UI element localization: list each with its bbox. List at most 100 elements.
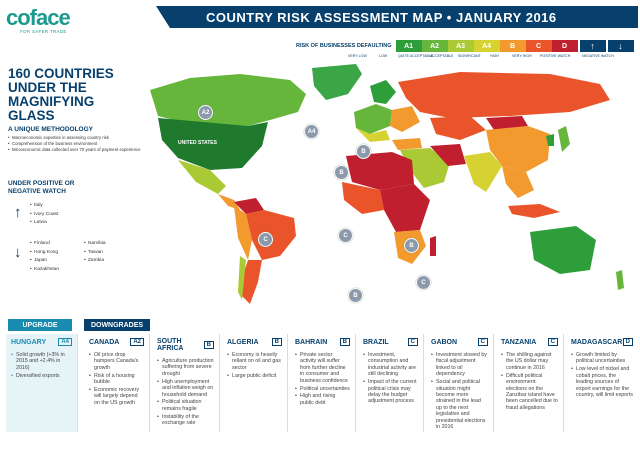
world-risk-map: UNITED STATES [150, 64, 624, 304]
russia-region [398, 72, 610, 118]
legend-label: RISK OF BUSINESSES DEFAULTING [296, 43, 392, 49]
chile-region [238, 256, 246, 300]
panel-point: The shilling against the US dollar may c… [501, 352, 558, 371]
panel-country-name: HUNGARY [11, 338, 47, 346]
panel-point: Agriculture production suffering from se… [157, 358, 214, 377]
panel-country-name: MADAGASCAR [571, 338, 623, 346]
panel-rating: A4 [58, 338, 72, 346]
title-bar: COUNTRY RISK ASSESSMENT MAP • JANUARY 20… [156, 6, 638, 28]
gabon-panel: GABON C Investment slowed by fiscal adjus… [426, 334, 494, 432]
brand-name: coface [6, 5, 71, 30]
central-asia-region [430, 116, 486, 140]
panel-point: Diversified exports [11, 373, 72, 380]
brazil-panel: BRAZIL C Investment, consumption and indu… [358, 334, 424, 432]
western-europe-region [354, 104, 392, 134]
page-title: COUNTRY RISK ASSESSMENT MAP • JANUARY 20… [206, 10, 557, 25]
andes-region [234, 206, 252, 260]
watch-item: Japan [30, 257, 59, 266]
watch-item: Ivory Coast [30, 211, 58, 220]
panel-point: Risk of a housing bubble [89, 373, 144, 386]
negative-watch-icon: ↓ [607, 40, 634, 52]
legend-a2: A2 [421, 40, 448, 52]
central-america-region [218, 194, 240, 210]
madagascar-badge: C [416, 275, 431, 290]
panel-point: Private sector activity will suffer from… [295, 352, 350, 384]
panel-country-name: ALGERIA [227, 338, 259, 346]
brand-tagline: FOR SAFER TRADE [20, 29, 67, 34]
north-africa-region [346, 152, 414, 190]
panel-point: Political uncertainties [295, 386, 350, 393]
bahrain-badge: B [356, 144, 371, 159]
korea-region [546, 134, 554, 146]
legend-desc-a4: ACCEPTABLE [430, 54, 454, 58]
china-region [486, 126, 550, 172]
positive-watch-list: Italy Ivory Coast Latvia [30, 202, 58, 228]
greenland-region [312, 64, 362, 100]
risk-legend: RISK OF BUSINESSES DEFAULTING A1 A2 A3 A… [296, 39, 634, 53]
gabon-badge: C [338, 228, 353, 243]
headline: 160 COUNTRIES UNDER THE MAGNIFYING GLASS [8, 66, 114, 123]
legend-desc-a2: LOW [379, 54, 388, 58]
watch-item: Hong Kong [30, 249, 59, 258]
methodology-list: Macroeconomic expertise in assessing cou… [8, 135, 141, 153]
panel-point: Impact of the current political crisis m… [363, 379, 418, 405]
watch-item: Latvia [30, 219, 58, 228]
legend-desc-a1: VERY LOW [348, 54, 367, 58]
brazil-badge: C [258, 232, 273, 247]
coface-logo: coface FOR SAFER TRADE [6, 5, 71, 35]
panel-country-name: GABON [431, 338, 458, 346]
legend-c: C [525, 40, 552, 52]
legend-desc-negative: NEGATIVE WATCH [582, 54, 614, 58]
panel-country-name: TANZANIA [501, 338, 537, 346]
panel-rating: C [407, 338, 418, 346]
panel-rating: D [622, 338, 633, 346]
algeria-panel: ALGERIA B Economy is heavily reliant on o… [222, 334, 288, 432]
new-zealand-region [616, 270, 624, 290]
watch-item: Zambia [84, 257, 106, 266]
watch-item: Taiwan [84, 249, 106, 258]
legend-a4: A4 [473, 40, 500, 52]
eastern-europe-region [390, 106, 420, 132]
west-africa-region [342, 182, 384, 214]
panel-point: Economic recovery will largely depend on… [89, 387, 144, 406]
panel-point: Investment, consumption and industrial a… [363, 352, 418, 378]
india-region [464, 152, 502, 192]
australia-region [530, 226, 596, 274]
madagascar-region [430, 236, 436, 256]
argentina-region [242, 260, 262, 304]
panel-country-name: BAHRAIN [295, 338, 328, 346]
watch-item: Italy [30, 202, 58, 211]
legend-a1: A1 [395, 40, 422, 52]
watch-item: Finland [30, 240, 59, 249]
panel-rating: B [203, 341, 214, 349]
mongolia-region [486, 116, 528, 130]
downgrades-tab: DOWNGRADES [84, 319, 150, 331]
hungary-badge: A4 [304, 124, 319, 139]
panel-rating: C [547, 338, 558, 346]
legend-desc-d: VERY HIGH [512, 54, 532, 58]
mexico-region [178, 160, 226, 194]
panel-point: Political situation remains fragile [157, 399, 214, 412]
legend-desc-c: HIGH [490, 54, 499, 58]
methodology-item: Comprehension of the business environmen… [8, 141, 141, 147]
panel-point: Social and political situation might bec… [431, 379, 488, 430]
panel-point: Investment slowed by fiscal adjustment l… [431, 352, 488, 378]
legend-desc-b: SIGNIFICANT [458, 54, 481, 58]
venezuela-region [234, 198, 264, 214]
panel-point: Oil price drop hampers Canada's growth [89, 352, 144, 371]
legend-desc-a3: QUITE ACCEPTABLE [398, 54, 434, 58]
legend-desc-positive: POSITIVE WATCH [540, 54, 571, 58]
positive-watch-icon: ↑ [579, 40, 606, 52]
methodology-item: Macroeconomic expertise in assessing cou… [8, 135, 141, 141]
methodology-item: Microeconomic data collected over 70 yea… [8, 147, 141, 153]
positive-watch-arrow-icon: ↑ [14, 204, 22, 221]
panel-point: Low level of nickel and cobalt prices, t… [571, 366, 633, 398]
canada-badge: A2 [198, 105, 213, 120]
panel-point: High unemployment and inflation weigh on… [157, 379, 214, 398]
panel-point: Difficult political environment: electio… [501, 373, 558, 411]
legend-a3: A3 [447, 40, 474, 52]
negative-watch-list-2: Namibia Taiwan Zambia [84, 240, 106, 266]
methodology-title: A UNIQUE METHODOLOGY [8, 126, 93, 133]
panel-point: Growth limited by political uncertaintie… [571, 352, 633, 365]
panel-rating: C [477, 338, 488, 346]
